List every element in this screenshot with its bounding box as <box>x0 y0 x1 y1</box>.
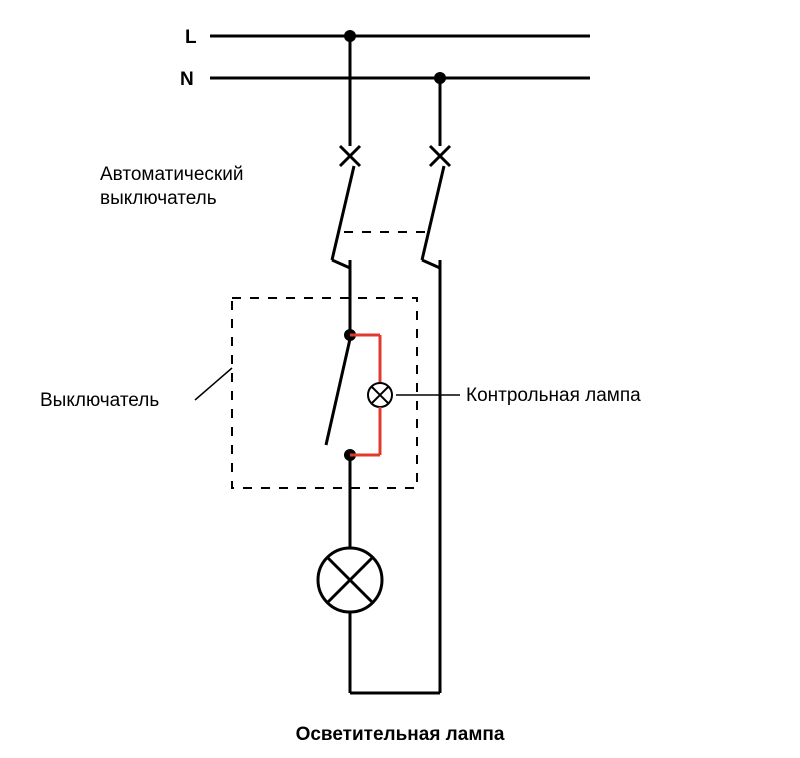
bg <box>0 0 800 758</box>
label-autobreaker-2: выключатель <box>100 188 217 209</box>
label-L: L <box>185 27 197 48</box>
label-N: N <box>180 69 194 90</box>
label-switch: Выключатель <box>40 390 159 411</box>
label-pilot-lamp: Контрольная лампа <box>466 385 641 406</box>
schematic-canvas: LN Автоматический выключатель Контрольная л… <box>0 0 800 758</box>
label-main-lamp: Осветительная лампа <box>296 724 505 745</box>
label-autobreaker-1: Автоматический <box>100 164 243 185</box>
